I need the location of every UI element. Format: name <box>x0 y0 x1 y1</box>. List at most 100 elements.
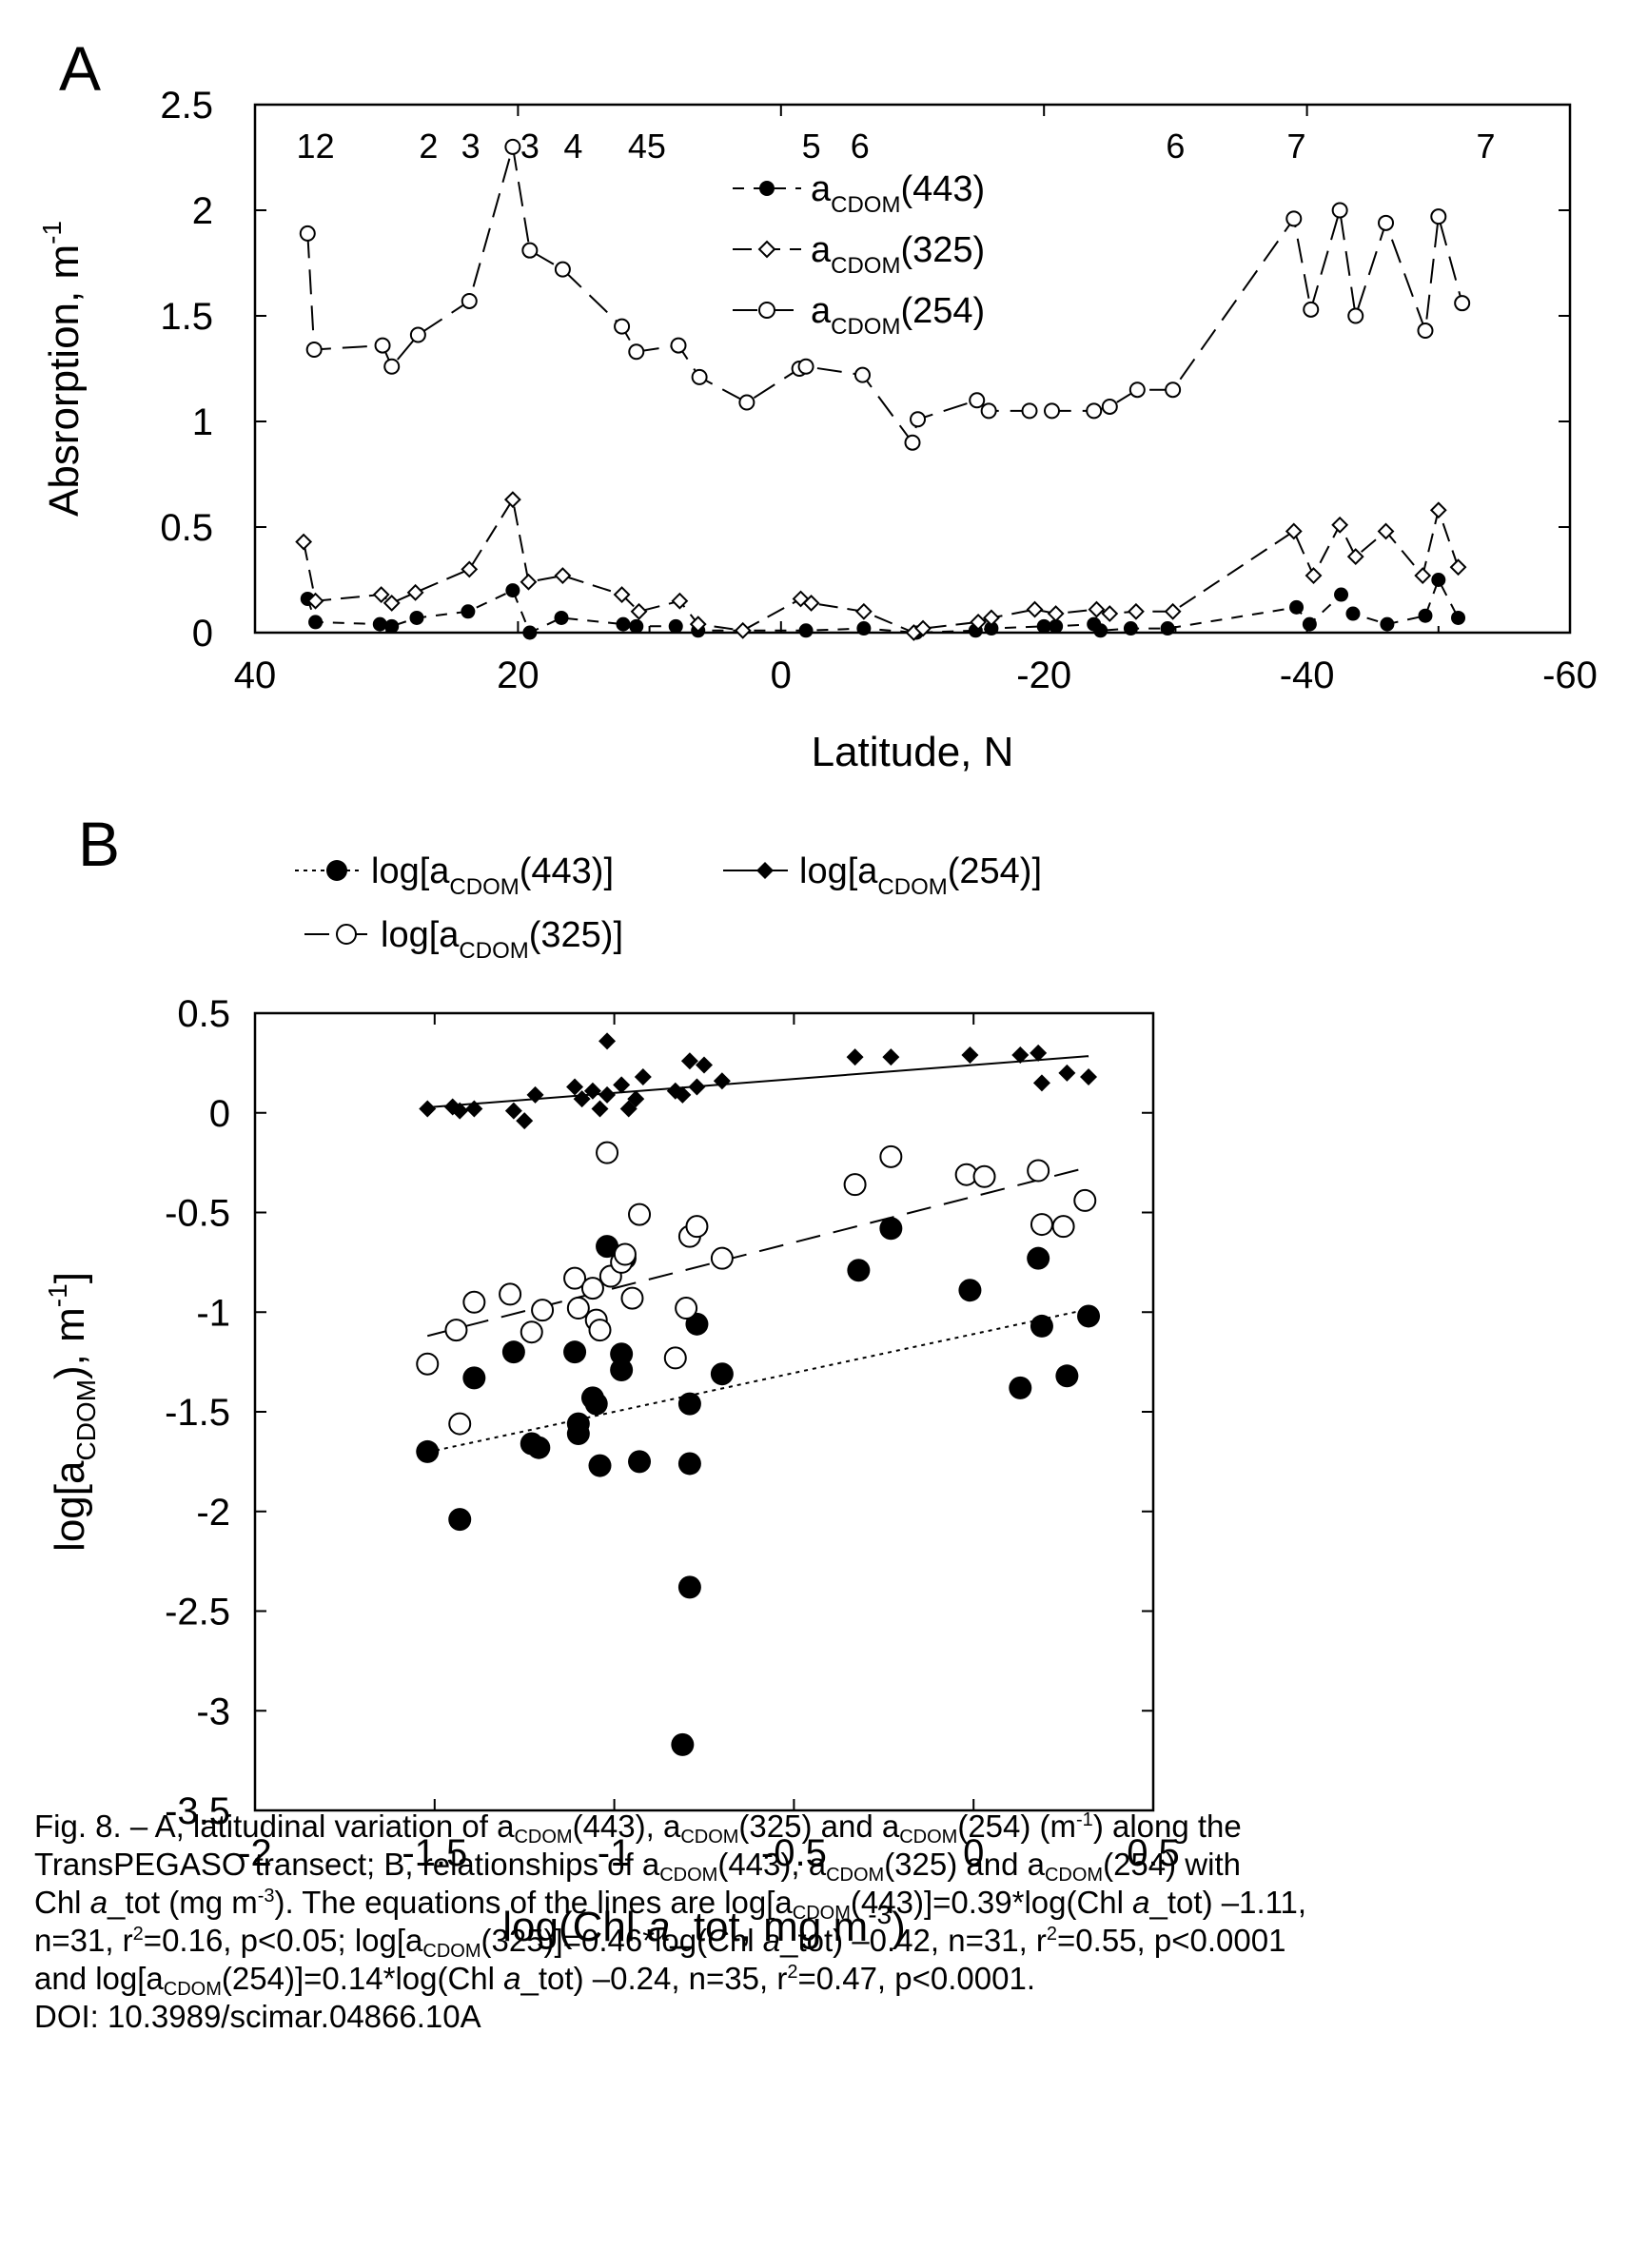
panel-b-data-point <box>846 1048 864 1066</box>
panel-b-data-point <box>1058 1064 1076 1082</box>
panel-a-data-point <box>853 366 871 383</box>
panel-b-data-point <box>619 1100 638 1118</box>
panel-a-data-point <box>1086 402 1103 420</box>
panel-a-data-point <box>980 402 997 420</box>
panel-b-data-point <box>879 1217 903 1241</box>
panel-a-ytick-label: 1.5 <box>160 296 213 338</box>
panel-b-data-point <box>696 1056 713 1074</box>
panel-b-data-point <box>882 1048 900 1066</box>
panel-a-data-point <box>1418 608 1433 623</box>
caption-segment: CDOM <box>659 1865 718 1886</box>
panel-a-series-line <box>306 577 1460 635</box>
caption-segment: Chl <box>34 1885 90 1920</box>
panel-a-data-point <box>856 621 872 636</box>
panel-b-data-point <box>677 1452 701 1476</box>
panel-b-legend-label-sub: CDOM <box>877 874 947 900</box>
panel-b-data-point <box>675 1297 698 1320</box>
panel-b-ytick-label: -1 <box>196 1292 230 1334</box>
panel-a-legend-label-main: a <box>811 230 832 270</box>
panel-b-legend-marker <box>336 924 357 945</box>
panel-a-data-point <box>798 623 814 638</box>
panel-b-data-point <box>573 1090 591 1108</box>
panel-a-data-point <box>1302 616 1317 632</box>
panel-a-station-label: 7 <box>1287 127 1306 166</box>
panel-b-xaxis-label: log(Chl a_tot, mg m-3) <box>502 1900 906 1950</box>
panel-a-data-point <box>1285 522 1303 540</box>
panel-b-data-point <box>610 1342 634 1366</box>
panel-a-data-point <box>554 610 569 625</box>
caption-line: DOI: 10.3989/scimar.04866.10A <box>34 1998 1595 2036</box>
panel-b-legend-label-main: log[a <box>381 915 460 955</box>
panel-a-legend-label-tail: (325) <box>900 230 985 270</box>
panel-b-legend-label-sub: CDOM <box>459 938 528 964</box>
caption-line: Fig. 8. – A, latitudinal variation of aC… <box>34 1808 1595 1848</box>
panel-a-data-point <box>1331 202 1348 219</box>
panel-a-xtick-label: -20 <box>1016 655 1071 696</box>
caption-segment: CDOM <box>514 1827 573 1848</box>
panel-a-data-point <box>1414 567 1432 584</box>
panel-b-data-point <box>1030 1044 1048 1062</box>
panel-b-data-point <box>563 1340 587 1364</box>
panel-a-data-point <box>1128 602 1145 620</box>
panel-a-xtick-label: 20 <box>497 655 540 696</box>
panel-a-data-point <box>522 625 538 640</box>
panel-b-ytick-label: -2.5 <box>165 1592 230 1633</box>
panel-b-data-point <box>843 1173 867 1197</box>
panel-b-data-point <box>628 1202 652 1226</box>
panel-b-legend-label: log[aCDOM(443)] <box>371 851 614 900</box>
panel-b-data-point <box>580 1277 604 1300</box>
panel-a-xtick-label: -60 <box>1542 655 1598 696</box>
panel-b-data-point <box>416 1439 440 1463</box>
panel-b-data-point <box>563 1266 587 1290</box>
panel-b-fit-line <box>427 1166 1086 1338</box>
panel-a-data-point <box>409 326 426 343</box>
panel-a-data-point <box>629 618 644 634</box>
panel-b-data-point <box>596 1235 619 1259</box>
panel-a-data-point <box>1165 381 1182 399</box>
caption-segment: n=31, r <box>34 1923 133 1958</box>
panel-a-data-point <box>1047 605 1065 622</box>
panel-a-ytick-label: 2 <box>192 190 213 232</box>
panel-a-legend-label-main: a <box>811 169 832 209</box>
panel-b-data-point <box>627 1090 645 1108</box>
panel-a-data-point <box>1021 402 1038 420</box>
panel-a-data-point <box>630 602 648 620</box>
panel-a-data-point <box>520 573 538 591</box>
panel-a-legend-label-tail: (443) <box>900 169 985 209</box>
panel-a-data-point <box>1346 548 1364 565</box>
panel-b-xtick-label: -1.5 <box>402 1832 467 1874</box>
caption-segment: a <box>1132 1885 1150 1920</box>
caption-segment: DOI: 10.3989/scimar.04866.10A <box>34 1999 481 2034</box>
caption-segment: =0.47, p<0.0001. <box>797 1961 1035 1996</box>
panel-b-xaxis-label-part: _tot, mg m <box>669 1904 868 1950</box>
panel-b-data-point <box>680 1052 698 1070</box>
caption-segment: CDOM <box>422 1941 481 1962</box>
panel-a-data-point <box>734 621 752 639</box>
caption-line: TransPEGASO transect; B, relationships o… <box>34 1846 1595 1886</box>
panel-a-data-point <box>461 292 478 309</box>
panel-b-xaxis-label-sup: -3 <box>868 1900 892 1929</box>
panel-a-data-point <box>305 342 323 359</box>
panel-a-data-point <box>738 394 755 411</box>
panel-a-data-point <box>797 358 814 375</box>
panel-b-data-point <box>1077 1304 1101 1328</box>
panel-b-data-point <box>462 1366 486 1390</box>
panel-b-data-point <box>1055 1364 1079 1388</box>
panel-b-legend-marker <box>756 862 774 879</box>
panel-a-data-point <box>1305 567 1323 584</box>
panel-a-data-point <box>1380 616 1395 632</box>
panel-b-data-point <box>1080 1068 1098 1086</box>
panel-a-data-point <box>505 583 520 598</box>
caption-segment: and log[a <box>34 1961 164 1996</box>
caption-segment: ) along the <box>1092 1809 1242 1844</box>
panel-b-data-point <box>677 1575 701 1599</box>
panel-a-data-point <box>1128 381 1146 399</box>
panel-a-data-point <box>554 567 572 584</box>
panel-a-legend-label-main: a <box>811 291 832 331</box>
caption-segment: _tot) –0.24, n=35, r <box>520 1961 788 1996</box>
panel-b-data-point <box>465 1100 483 1118</box>
caption-segment: _tot (mg m <box>108 1885 258 1920</box>
panel-b-data-point <box>451 1102 469 1120</box>
panel-b-data-point <box>674 1085 692 1104</box>
panel-a-data-point <box>802 595 820 612</box>
